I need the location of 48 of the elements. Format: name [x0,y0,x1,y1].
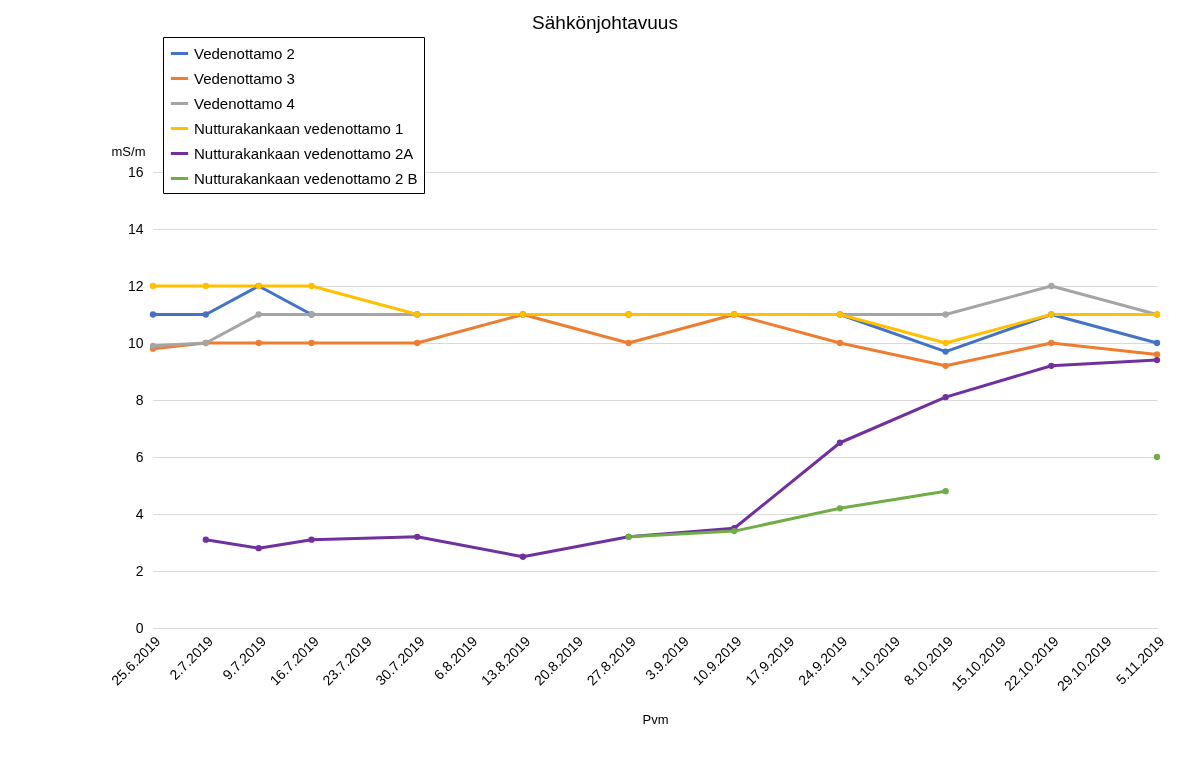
y-tick-label: 14 [127,220,144,237]
y-tick-label: 10 [127,334,144,351]
point [1153,339,1161,347]
point [836,339,844,347]
y-tick-label: 0 [135,619,144,636]
point [414,339,421,347]
y-tick-label: 6 [135,448,144,465]
point [1153,351,1161,358]
point [942,488,949,495]
legend-label: Nutturakankaan vedenottamo 1 [194,119,404,137]
legend-label: Vedenottamo 3 [194,69,295,87]
x-axis-title: Pvm [642,711,669,727]
point [942,348,949,355]
point [1048,362,1055,369]
point [202,311,209,318]
legend-label: Vedenottamo 2 [194,44,295,62]
point [149,282,157,290]
point [1048,339,1055,347]
point [942,362,949,369]
point [255,311,262,318]
point [149,311,157,318]
point [255,339,262,347]
y-tick-label: 16 [127,163,144,180]
chart-title: Sähkönjohtavuus [532,11,678,33]
point [1048,282,1055,290]
point [836,439,844,446]
y-tick-label: 8 [135,391,144,408]
point [414,533,421,540]
point [519,553,527,560]
legend-label: Vedenottamo 4 [194,94,295,112]
point [255,545,262,552]
point [625,339,632,347]
y-axis-title: mS/m [111,143,146,159]
point [1153,356,1161,364]
y-tick-label: 2 [135,562,144,579]
point [942,393,949,401]
point [836,505,844,512]
point [942,339,949,347]
point [308,282,315,290]
point [942,311,949,318]
legend-label: Nutturakankaan vedenottamo 2 B [194,169,418,187]
legend-label: Nutturakankaan vedenottamo 2A [194,144,414,162]
point [202,536,209,543]
point [202,282,209,290]
y-tick-label: 4 [135,505,144,522]
y-tick-label: 12 [127,277,144,294]
point [308,339,315,347]
point [308,536,315,543]
